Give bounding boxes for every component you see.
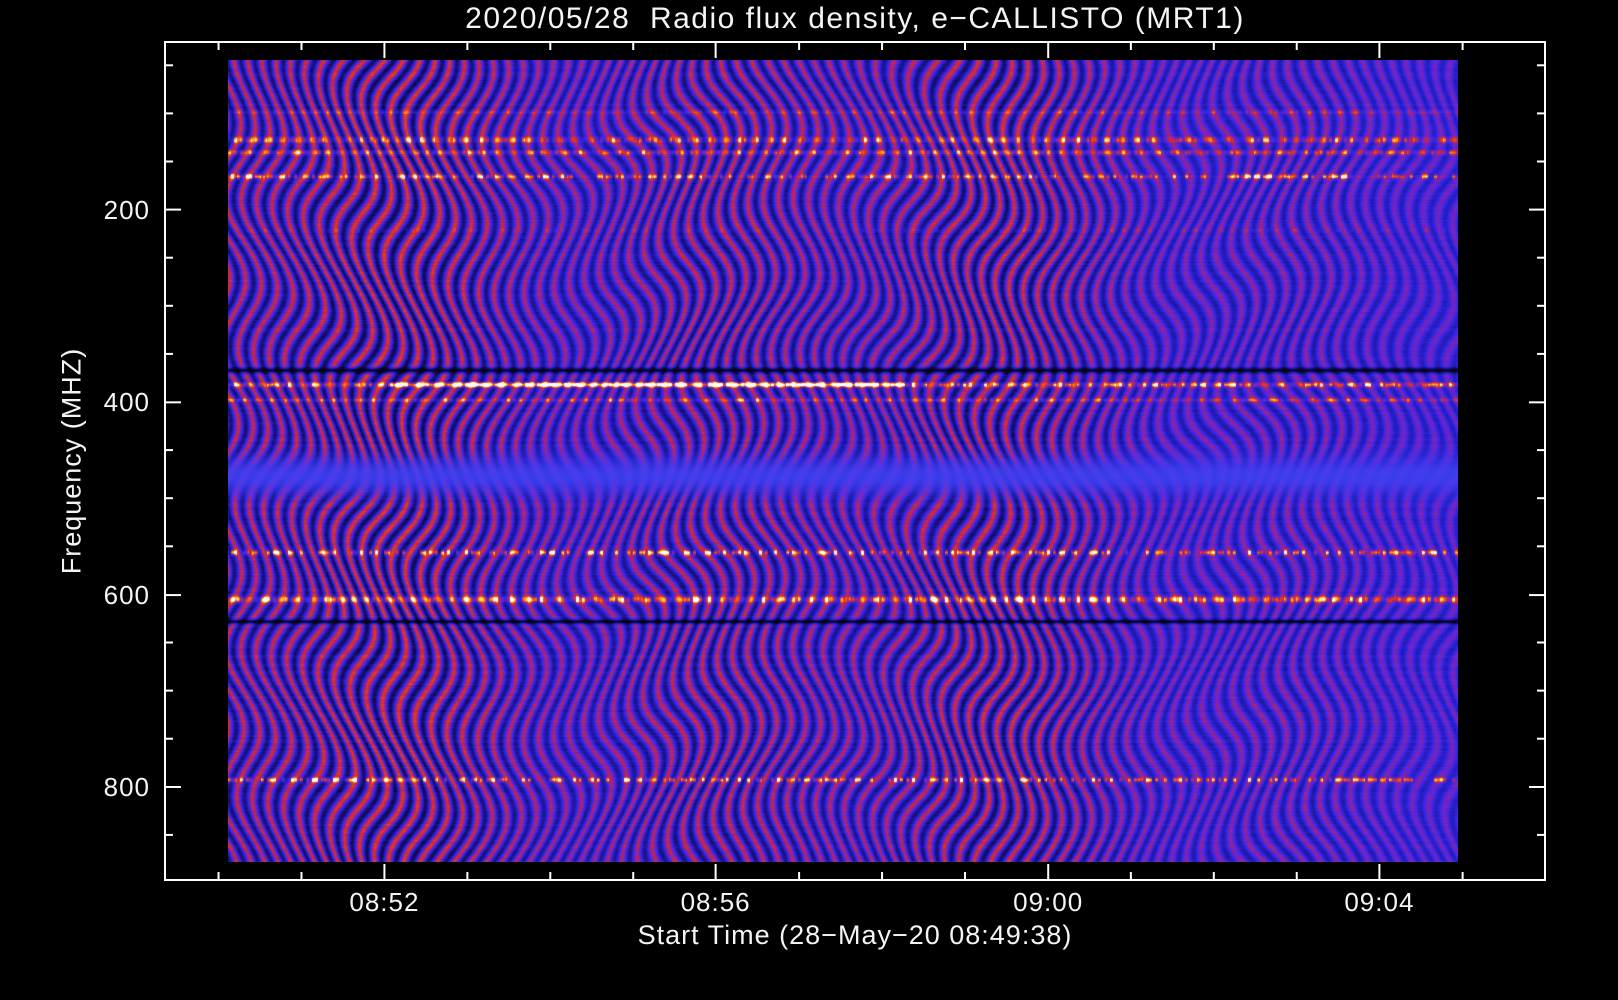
x-tick-label: 09:04	[1344, 887, 1415, 917]
x-tick-label: 09:00	[1013, 887, 1084, 917]
x-tick-label: 08:56	[680, 887, 751, 917]
spectrogram-canvas	[228, 60, 1458, 862]
x-tick-label: 08:52	[349, 887, 420, 917]
y-tick-label: 200	[103, 194, 150, 225]
chart-title: 2020/05/28 Radio flux density, e−CALLIST…	[465, 2, 1245, 35]
y-tick-label: 400	[103, 387, 150, 418]
plot-frame	[164, 41, 1546, 881]
y-tick-label: 600	[103, 580, 150, 611]
y-tick-label: 800	[103, 771, 150, 802]
x-axis-label: Start Time (28−May−20 08:49:38)	[637, 920, 1073, 950]
